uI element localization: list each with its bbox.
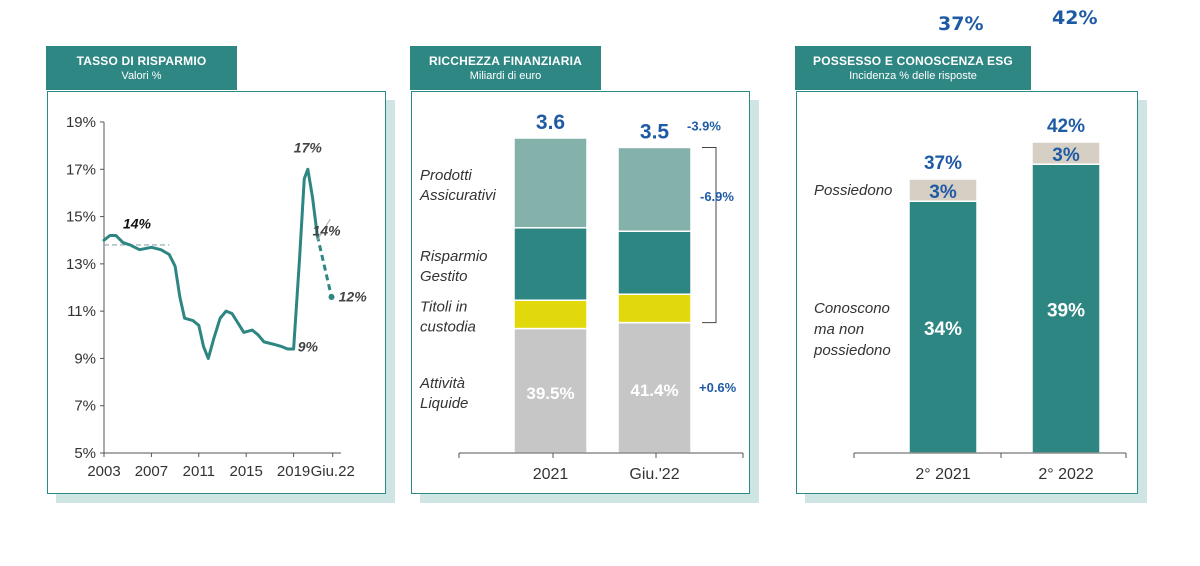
projection-end-point (328, 293, 335, 300)
x-tick-label: 2011 (183, 463, 215, 480)
financial-wealth-chart: 3.6 2021 39.5% 3.5 Giu.'22 41.4% Attività Liqui… (419, 111, 744, 483)
segment-value-label: 3% (1052, 145, 1080, 166)
managed-savings-segment (513, 227, 588, 301)
x-tick-label: 2007 (135, 463, 168, 480)
annotation-leader (316, 218, 331, 241)
segment-value-label: 39.5% (526, 384, 574, 403)
floating-label-2021: 37% (938, 13, 984, 35)
annotation-label: 9% (298, 338, 319, 354)
saving-rate-chart: 19% 17% 15% 13% 11% 9% 7% 5%2003 2007 2011 2015 201… (66, 114, 368, 480)
annotation-label: 14% (123, 215, 152, 231)
total-label: 37% (924, 153, 962, 174)
legend-liquid-assets: Attività Liquide (419, 375, 468, 412)
segment-value-label: 39% (1047, 301, 1085, 322)
legend-owning: Possiedono (814, 182, 892, 199)
legend-insurance-products: Prodotti Assicurativi (419, 167, 497, 204)
x-tick-label: 2019 (277, 463, 310, 480)
x-category-label: 2° 2021 (915, 466, 970, 483)
x-category-label: 2021 (533, 466, 569, 483)
y-tick-label: 13% (66, 256, 96, 273)
insurance-products-segment (513, 137, 588, 229)
panel-title: RICCHEZZA FINANZIARIA (428, 54, 583, 68)
panel-title: POSSESSO E CONOSCENZA ESG (813, 54, 1013, 68)
financial-wealth-header: RICCHEZZA FINANZIARIA Miliardi di euro (410, 46, 601, 90)
total-label: 3.6 (536, 111, 565, 134)
annotation-label: 14% (313, 222, 342, 238)
annotation-label: 17% (294, 140, 323, 156)
total-label: 3.5 (640, 120, 670, 143)
insurance-products-segment (617, 146, 692, 232)
custody-securities-segment (617, 293, 692, 324)
panel-title: TASSO DI RISPARMIO (76, 54, 207, 68)
change-liquid-label: +0.6% (699, 380, 737, 395)
aware-not-owning-segment (908, 200, 978, 454)
saving-rate-panel: TASSO DI RISPARMIO Valori % 19% 17% 15% 13%… (46, 46, 395, 503)
x-tick-label: Giu.22 (311, 463, 355, 480)
legend-aware-not-owning: Conoscono ma non possiedono (813, 300, 891, 359)
managed-savings-segment (617, 230, 692, 295)
aware-not-owning-segment (1031, 163, 1101, 454)
x-tick-label: 2003 (87, 463, 120, 480)
custody-securities-segment (513, 299, 588, 330)
floating-label-2022: 42% (1052, 7, 1098, 29)
total-label: 42% (1047, 116, 1085, 137)
change-group-label: -6.9% (700, 189, 734, 204)
y-tick-label: 17% (66, 161, 96, 178)
y-tick-label: 7% (74, 398, 96, 415)
segment-value-label: 41.4% (630, 381, 678, 400)
y-tick-label: 5% (74, 445, 96, 462)
y-tick-label: 19% (66, 114, 96, 131)
y-tick-label: 11% (67, 303, 96, 320)
panel-subtitle: Incidenza % delle risposte (849, 70, 977, 82)
saving-rate-header: TASSO DI RISPARMIO Valori % (46, 46, 237, 90)
x-tick-label: 2015 (230, 463, 263, 480)
y-tick-label: 9% (74, 350, 96, 367)
panel-subtitle: Miliardi di euro (469, 70, 542, 82)
legend-custody-securities: Titoli in custodia (420, 298, 476, 335)
y-tick-label: 15% (66, 209, 96, 226)
change-total-label: -3.9% (687, 118, 721, 133)
projection-line (315, 235, 333, 298)
x-category-label: Giu.'22 (629, 466, 679, 483)
legend-managed-savings: Risparmio Gestito (420, 248, 488, 285)
x-category-label: 2° 2022 (1038, 466, 1093, 483)
segment-value-label: 3% (929, 182, 957, 203)
esg-chart: 34% 3% 37% 2° 2021 39% 3% 42% 2° 2022 Possiedono… (813, 116, 1127, 483)
annotation-label: 12% (339, 289, 368, 305)
bracket-line (702, 146, 717, 324)
panel-subtitle: Valori % (121, 70, 162, 82)
owning-segment (908, 178, 978, 202)
esg-panel: POSSESSO E CONOSCENZA ESG Incidenza % de… (795, 46, 1147, 503)
esg-header: POSSESSO E CONOSCENZA ESG Incidenza % de… (795, 46, 1031, 90)
series-line (102, 167, 319, 360)
segment-value-label: 34% (924, 319, 962, 340)
financial-wealth-panel: RICCHEZZA FINANZIARIA Miliardi di euro 3… (410, 46, 759, 503)
owning-segment (1031, 141, 1101, 165)
